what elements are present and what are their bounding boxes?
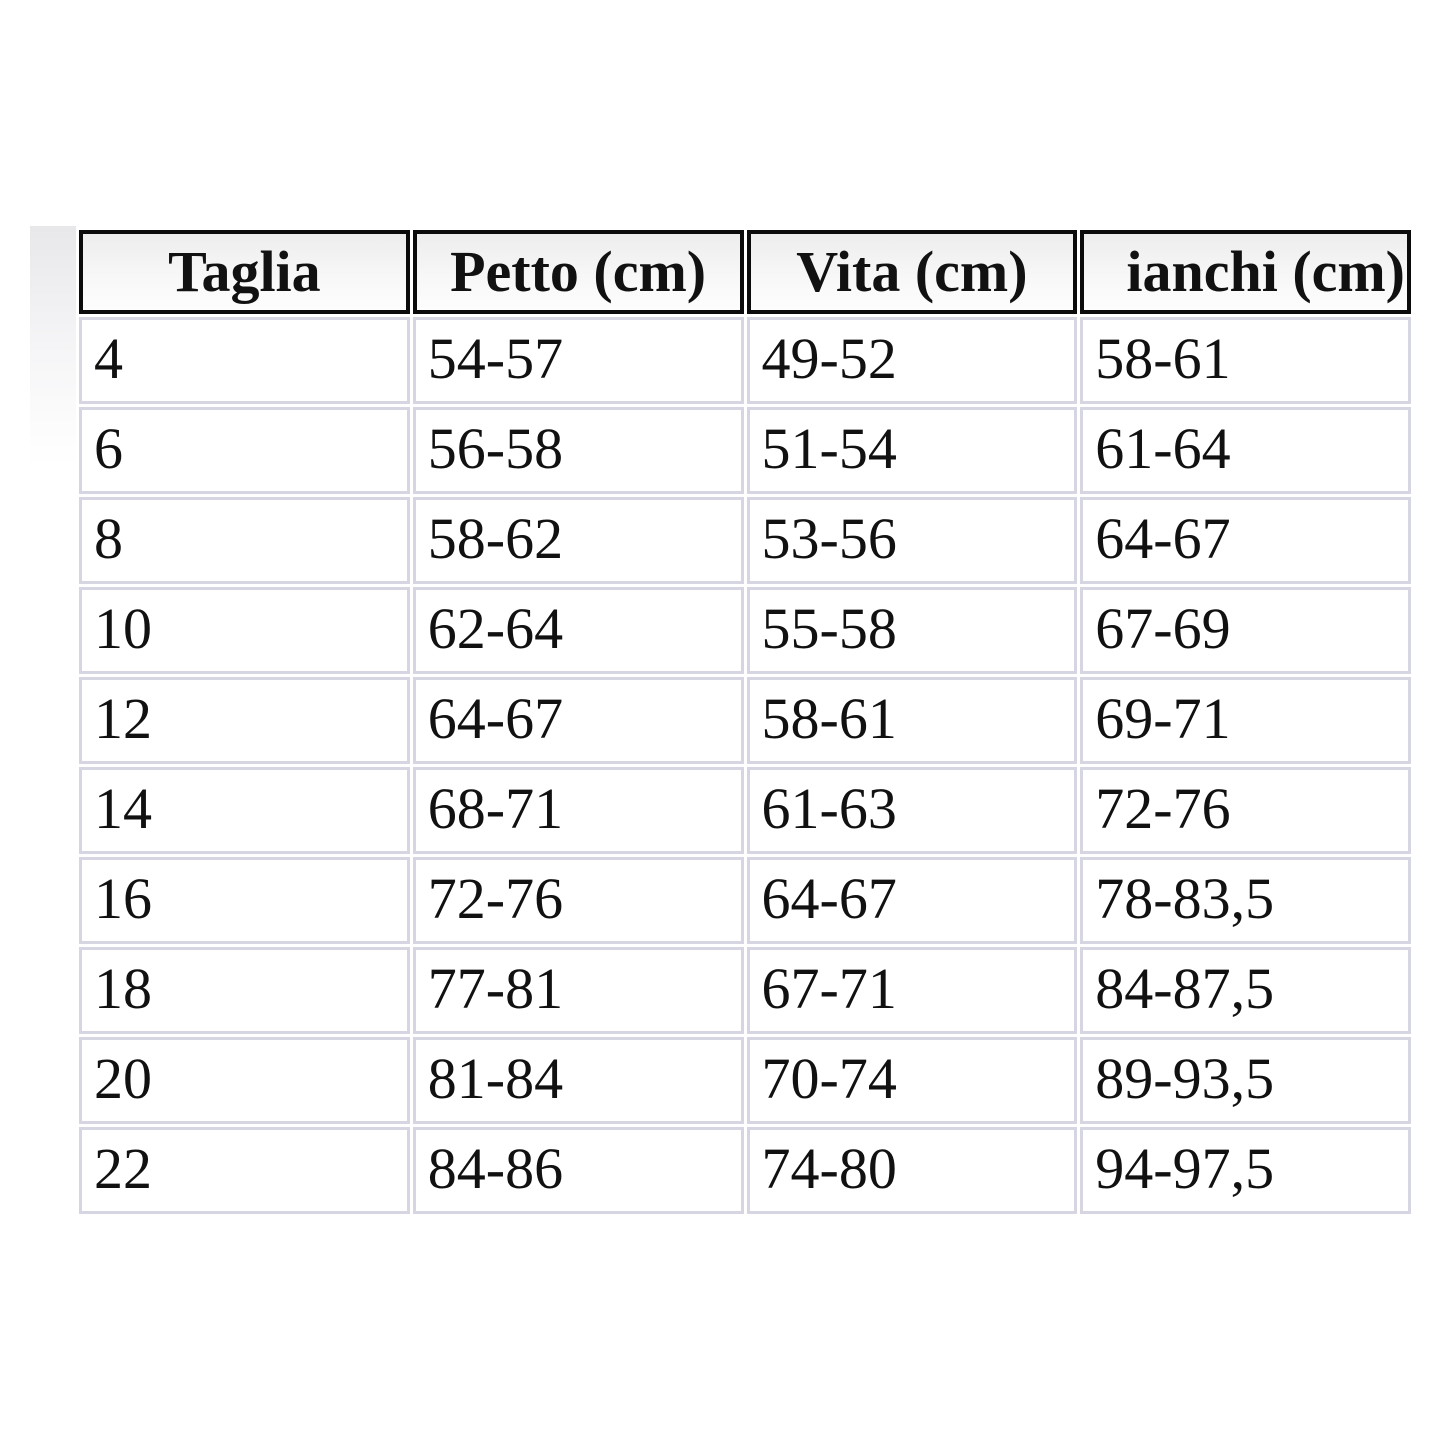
size-chart-table: Taglia Petto (cm) Vita (cm) ianchi (cm) … xyxy=(76,227,1414,1217)
header-row: Taglia Petto (cm) Vita (cm) ianchi (cm) xyxy=(79,230,1411,314)
cell-taglia: 10 xyxy=(79,587,410,674)
cell-taglia: 22 xyxy=(79,1127,410,1214)
cell-fianchi: 84-87,5 xyxy=(1080,947,1411,1034)
cell-vita: 67-71 xyxy=(746,947,1078,1034)
cell-petto: 62-64 xyxy=(412,587,744,674)
cell-fianchi: 58-61 xyxy=(1080,317,1411,404)
cell-petto: 72-76 xyxy=(412,857,744,944)
table-row: 12 64-67 58-61 69-71 xyxy=(79,677,1411,764)
cell-taglia: 20 xyxy=(79,1037,410,1124)
cell-petto: 54-57 xyxy=(412,317,744,404)
column-header-petto: Petto (cm) xyxy=(412,230,744,314)
cell-fianchi: 94-97,5 xyxy=(1080,1127,1411,1214)
cell-petto: 77-81 xyxy=(412,947,744,1034)
cell-vita: 64-67 xyxy=(746,857,1078,944)
table-row: 14 68-71 61-63 72-76 xyxy=(79,767,1411,854)
table-header: Taglia Petto (cm) Vita (cm) ianchi (cm) xyxy=(79,230,1411,314)
column-header-taglia: Taglia xyxy=(79,230,410,314)
cell-fianchi: 78-83,5 xyxy=(1080,857,1411,944)
cell-taglia: 6 xyxy=(79,407,410,494)
left-edge-shadow xyxy=(30,226,76,466)
cell-taglia: 16 xyxy=(79,857,410,944)
cell-taglia: 8 xyxy=(79,497,410,584)
table-body: 4 54-57 49-52 58-61 6 56-58 51-54 61-64 … xyxy=(79,317,1411,1214)
column-header-vita: Vita (cm) xyxy=(746,230,1078,314)
cell-vita: 74-80 xyxy=(746,1127,1078,1214)
cell-vita: 51-54 xyxy=(746,407,1078,494)
cell-petto: 56-58 xyxy=(412,407,744,494)
cell-fianchi: 67-69 xyxy=(1080,587,1411,674)
cell-fianchi: 64-67 xyxy=(1080,497,1411,584)
cell-petto: 68-71 xyxy=(412,767,744,854)
cell-fianchi: 72-76 xyxy=(1080,767,1411,854)
cell-fianchi: 89-93,5 xyxy=(1080,1037,1411,1124)
cell-vita: 49-52 xyxy=(746,317,1078,404)
table-row: 22 84-86 74-80 94-97,5 xyxy=(79,1127,1411,1214)
table-row: 4 54-57 49-52 58-61 xyxy=(79,317,1411,404)
cell-vita: 61-63 xyxy=(746,767,1078,854)
table-row: 20 81-84 70-74 89-93,5 xyxy=(79,1037,1411,1124)
table-row: 10 62-64 55-58 67-69 xyxy=(79,587,1411,674)
cell-taglia: 4 xyxy=(79,317,410,404)
cell-petto: 84-86 xyxy=(412,1127,744,1214)
column-header-fianchi: ianchi (cm) xyxy=(1080,230,1411,314)
cell-taglia: 14 xyxy=(79,767,410,854)
cell-petto: 81-84 xyxy=(412,1037,744,1124)
cell-petto: 58-62 xyxy=(412,497,744,584)
table-row: 16 72-76 64-67 78-83,5 xyxy=(79,857,1411,944)
cell-fianchi: 61-64 xyxy=(1080,407,1411,494)
cell-taglia: 12 xyxy=(79,677,410,764)
cell-taglia: 18 xyxy=(79,947,410,1034)
cell-vita: 55-58 xyxy=(746,587,1078,674)
cell-petto: 64-67 xyxy=(412,677,744,764)
cell-vita: 58-61 xyxy=(746,677,1078,764)
table-row: 18 77-81 67-71 84-87,5 xyxy=(79,947,1411,1034)
table-row: 8 58-62 53-56 64-67 xyxy=(79,497,1411,584)
cell-fianchi: 69-71 xyxy=(1080,677,1411,764)
table-row: 6 56-58 51-54 61-64 xyxy=(79,407,1411,494)
cell-vita: 70-74 xyxy=(746,1037,1078,1124)
cell-vita: 53-56 xyxy=(746,497,1078,584)
